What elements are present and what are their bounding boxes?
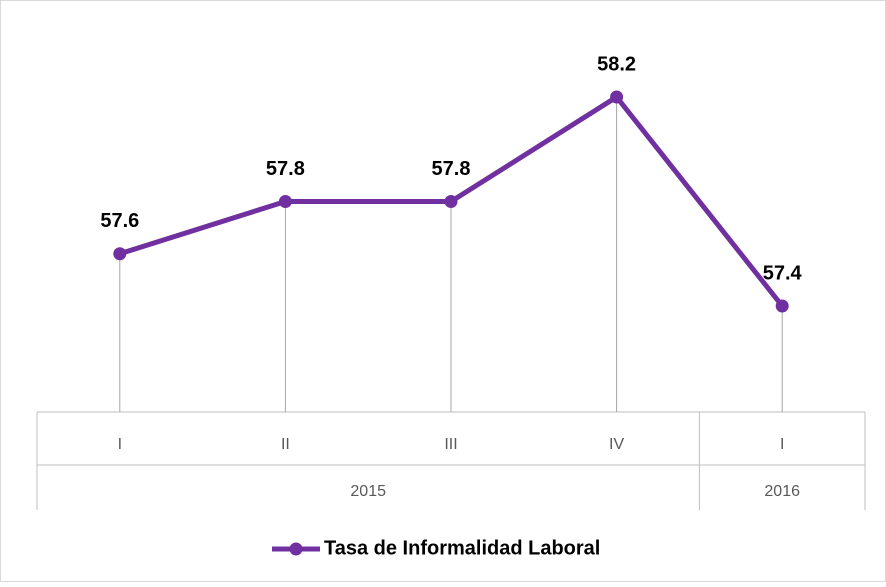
marker bbox=[775, 299, 789, 313]
legend-label: Tasa de Informalidad Laboral bbox=[324, 537, 600, 559]
data-label: 57.8 bbox=[266, 158, 305, 180]
group-label: 2016 bbox=[764, 483, 800, 500]
x-tick-label: III bbox=[444, 436, 457, 453]
x-tick-label: I bbox=[780, 436, 784, 453]
x-tick-label: II bbox=[281, 436, 290, 453]
marker bbox=[278, 195, 292, 208]
marker bbox=[444, 195, 458, 208]
data-label: 57.4 bbox=[763, 262, 803, 284]
group-label: 2015 bbox=[350, 483, 386, 500]
legend-marker bbox=[289, 542, 303, 556]
data-label: 58.2 bbox=[597, 53, 636, 75]
data-label: 57.8 bbox=[432, 158, 471, 180]
marker bbox=[113, 247, 127, 261]
x-tick-label: IV bbox=[609, 436, 624, 453]
data-label: 57.6 bbox=[100, 210, 139, 232]
marker bbox=[610, 90, 624, 104]
x-tick-label: I bbox=[118, 436, 122, 453]
